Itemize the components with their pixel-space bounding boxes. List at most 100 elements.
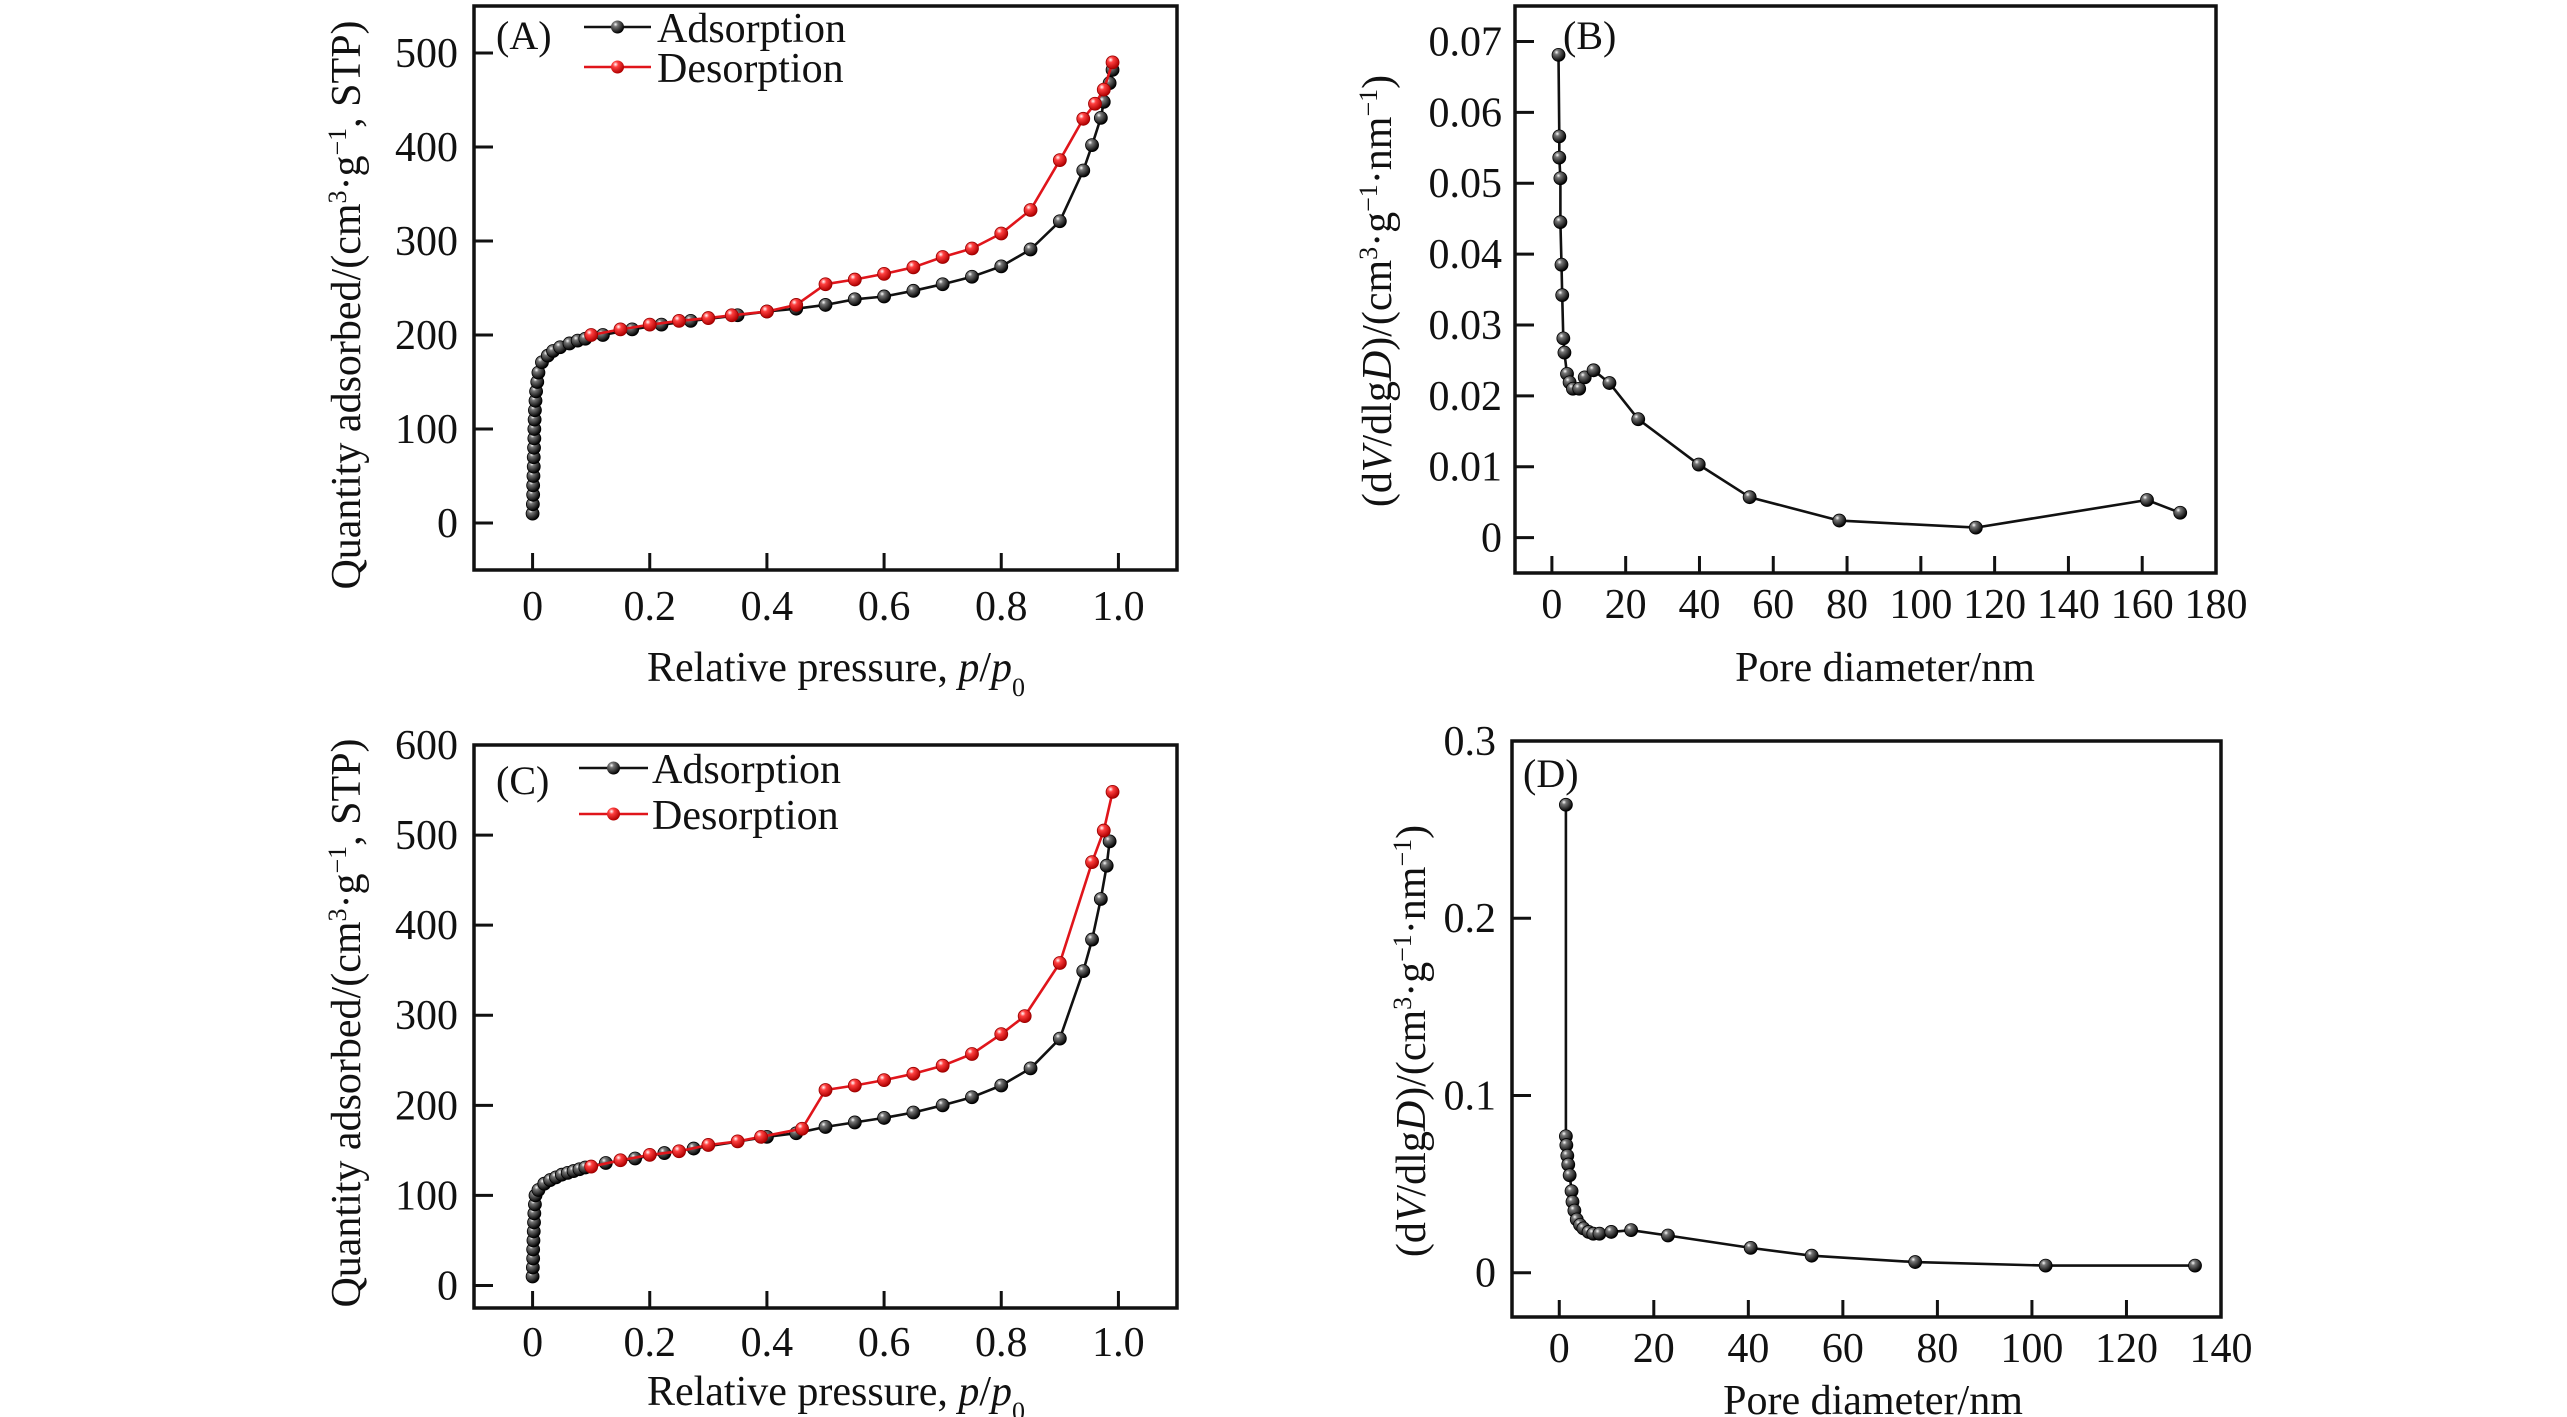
y-axis-label-part: ) (1389, 825, 1435, 839)
x-tick-label: 0 (522, 584, 543, 630)
legend-marker (611, 60, 624, 74)
x-axis-label-part: Pore diameter/nm (1735, 645, 2035, 691)
data-point-desorption (877, 1073, 891, 1087)
x-tick-label: 120 (2095, 1326, 2158, 1372)
data-point-desorption (672, 1144, 686, 1159)
data-point-desorption (1096, 82, 1111, 97)
x-tick-label: 120 (1963, 582, 2026, 628)
x-axis-label-part: Relative pressure, (647, 645, 958, 691)
legend-label: Desorption (652, 793, 839, 839)
data-point-adsorption (1023, 1061, 1038, 1076)
data-point-adsorption (906, 283, 921, 298)
y-tick-label: 0.2 (1444, 896, 1497, 942)
data-point-desorption (724, 308, 739, 323)
y-axis-label-part: ·g (324, 155, 370, 190)
data-point-distribution (1586, 363, 1601, 378)
data-point-distribution (1553, 215, 1568, 230)
data-point-desorption (701, 1138, 716, 1152)
y-tick-label: 0.04 (1429, 232, 1503, 278)
data-point-distribution (1742, 490, 1757, 505)
y-axis-label-part: )/(cm (1355, 260, 1401, 351)
legend-marker (607, 761, 620, 775)
y-axis-label-part: Quantity adsorbed/(cm (324, 203, 370, 589)
data-point-desorption (1017, 1009, 1032, 1024)
plot-frame (472, 743, 1179, 1310)
y-tick-label: 0 (437, 1263, 458, 1309)
x-tick-label: 0 (522, 1320, 543, 1366)
panel-a-isotherm: 0 0.2 0.4 0.6 0.8 1.0 0 100 200 300 400 500 Relative… (323, 4, 1179, 702)
x-tick-label: 140 (2037, 582, 2100, 628)
series-line-adsorption (531, 841, 1111, 1277)
x-tick-label: 100 (1889, 582, 1952, 628)
plot-frame (1510, 739, 2223, 1319)
data-point-desorption (994, 1027, 1009, 1042)
y-axis-label-part: −1 (1354, 89, 1383, 117)
data-point-distribution (1553, 171, 1568, 186)
y-tick-label: 0.01 (1429, 445, 1503, 491)
y-axis-label-part: , STP) (324, 738, 370, 845)
data-point-distribution (1968, 520, 1983, 535)
data-point-distribution (1624, 1223, 1639, 1238)
series-line-desorption (590, 791, 1114, 1168)
panel-d-pore-distribution: 0 20 40 60 80 100 120 140 0 0.1 0.2 0.3 Pore diamete… (1388, 719, 2253, 1417)
data-point-desorption (754, 1129, 768, 1144)
x-tick-label: 0.6 (858, 1320, 911, 1366)
x-axis-label-part: Pore diameter/nm (1723, 1378, 2023, 1417)
panel-label: (A) (496, 13, 552, 58)
panel-c-isotherm: 0 0.2 0.4 0.6 0.8 1.0 0 100 200 300 400 500 600 Relat… (323, 723, 1179, 1417)
x-tick-label: 0.4 (741, 584, 794, 630)
y-tick-label: 200 (395, 1083, 458, 1129)
y-axis-label-part: ·nm (1389, 866, 1435, 934)
y-axis-label-part: D (1355, 351, 1401, 382)
series-line-distribution (1557, 54, 2181, 529)
data-point-distribution (2140, 493, 2154, 507)
data-point-desorption (642, 317, 657, 332)
panel-b-pore-distribution: 0 20 40 60 80 100 120 140 160 180 0 0.01 0.02 0.03 0.0… (1354, 4, 2248, 691)
data-point-desorption (672, 313, 686, 328)
y-axis-label: (dV/dlgD)/(cm3·g−1·nm−1) (1354, 75, 1402, 507)
data-point-distribution (1572, 381, 1587, 396)
x-tick-label: 0.2 (624, 1320, 677, 1366)
data-point-distribution (1558, 797, 1573, 812)
data-point-adsorption (1102, 834, 1117, 849)
y-axis-label-part: 3 (323, 908, 352, 921)
data-point-distribution (1832, 513, 1847, 528)
data-point-adsorption (965, 269, 979, 284)
panel-label: (C) (496, 758, 549, 803)
y-axis-label-part: −1 (1388, 934, 1417, 962)
y-axis-label-part: ) (1355, 75, 1401, 89)
x-tick-label: 0.6 (858, 584, 911, 630)
y-axis-label-part: ·g (1389, 962, 1435, 997)
data-point-desorption (1052, 153, 1067, 168)
x-tick-label: 80 (1826, 582, 1868, 628)
y-axis-label-part: , STP) (324, 20, 370, 127)
y-axis-label-part: −1 (323, 846, 352, 874)
data-point-distribution (2173, 505, 2188, 520)
y-axis-label-part: −1 (1388, 839, 1417, 867)
data-point-adsorption (595, 328, 610, 342)
data-point-distribution (1552, 129, 1567, 144)
data-point-adsorption (935, 277, 950, 292)
data-point-adsorption (818, 298, 833, 312)
data-point-adsorption (847, 1115, 862, 1130)
data-point-adsorption (1076, 163, 1091, 178)
data-point-desorption (1096, 823, 1111, 838)
y-tick-label: 100 (395, 407, 458, 453)
data-point-adsorption (1052, 214, 1067, 229)
data-point-adsorption (906, 1105, 921, 1120)
data-point-desorption (994, 226, 1009, 241)
y-tick-label: 100 (395, 1173, 458, 1219)
plot-frame (1513, 4, 2218, 575)
x-tick-label: 0.8 (975, 1320, 1028, 1366)
legend-marker (607, 807, 620, 821)
series-line-distribution (1564, 804, 2195, 1267)
y-axis-label-part: −1 (323, 128, 352, 156)
y-tick-label: 0.07 (1429, 19, 1503, 65)
data-point-adsorption (877, 1111, 891, 1125)
data-point-adsorption (1085, 138, 1099, 153)
x-tick-label: 0.2 (624, 584, 677, 630)
data-point-adsorption (1052, 1031, 1067, 1046)
data-point-distribution (1908, 1255, 1923, 1269)
data-point-desorption (789, 298, 804, 312)
